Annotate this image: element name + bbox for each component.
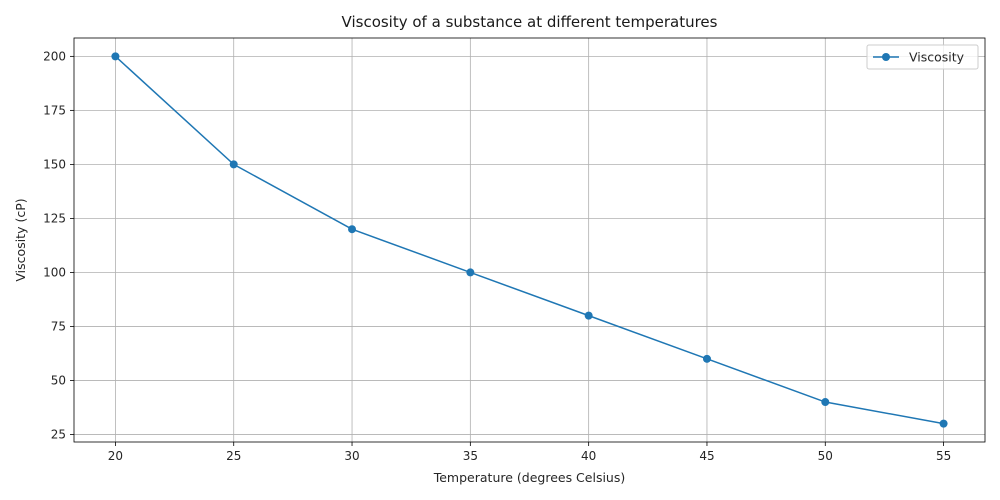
x-tick-label: 45: [699, 449, 714, 463]
y-tick-label: 25: [51, 427, 66, 441]
data-point: [939, 419, 948, 428]
y-tick-label: 50: [51, 373, 66, 387]
legend-marker: [882, 53, 890, 61]
x-tick-label: 35: [463, 449, 478, 463]
x-tick-label: 20: [108, 449, 123, 463]
grid-lines: [74, 38, 985, 442]
y-tick-label: 200: [43, 49, 66, 63]
y-tick-label: 175: [43, 103, 66, 117]
x-tick-label: 50: [818, 449, 833, 463]
data-point: [229, 160, 238, 169]
x-axis-label: Temperature (degrees Celsius): [433, 470, 626, 485]
data-point: [111, 52, 120, 61]
data-point: [466, 268, 475, 277]
x-tick-label: 55: [936, 449, 951, 463]
chart-title: Viscosity of a substance at different te…: [342, 13, 718, 31]
data-point: [584, 311, 593, 320]
y-tick-label: 150: [43, 157, 66, 171]
y-tick-label: 100: [43, 265, 66, 279]
data-series: [111, 52, 948, 428]
x-tick-label: 40: [581, 449, 596, 463]
legend-label: Viscosity: [909, 50, 965, 65]
plot-area: [73, 37, 986, 443]
legend-box: [866, 44, 979, 70]
y-tick-label: 75: [51, 319, 66, 333]
y-tick-label: 125: [43, 211, 66, 225]
axis-ticks: 20 25 30 35 40 45 50 55 25 50 75 100 125 150 175 200: [43, 49, 951, 463]
series-line: [114, 55, 944, 425]
data-point: [702, 354, 711, 363]
x-tick-label: 25: [226, 449, 241, 463]
x-tick-label: 30: [344, 449, 359, 463]
legend: Viscosity: [866, 44, 979, 70]
y-axis-label: Viscosity (cP): [13, 198, 28, 281]
data-point: [348, 225, 357, 234]
data-point: [821, 398, 830, 407]
